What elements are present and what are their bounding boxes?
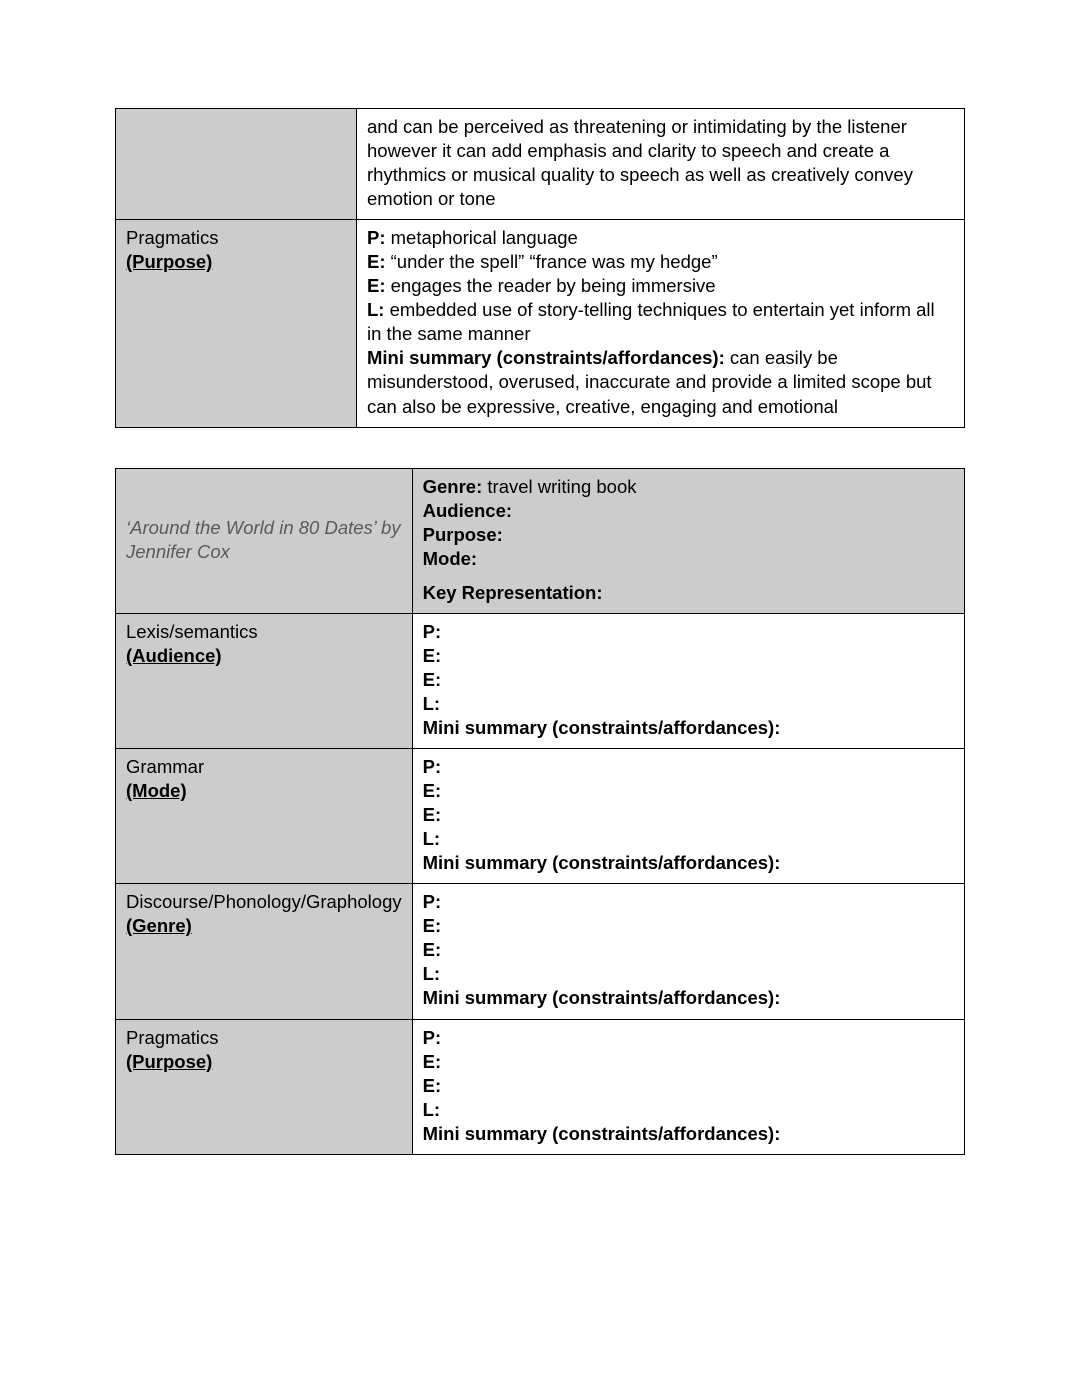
row-label-pragmatics: Pragmatics (Purpose) bbox=[116, 220, 357, 427]
table-row: Pragmatics (Purpose) P: E: E: L: Mini su… bbox=[116, 1019, 965, 1154]
mini-summary: Mini summary (constraints/affordances): … bbox=[367, 346, 954, 418]
peel-l: L: bbox=[423, 692, 954, 716]
row-label-pragmatics: Pragmatics (Purpose) bbox=[116, 1019, 413, 1154]
meta-audience: Audience: bbox=[423, 499, 954, 523]
row-label-lexis: Lexis/semantics (Audience) bbox=[116, 613, 413, 748]
row-content: P: E: E: L: Mini summary (constraints/af… bbox=[412, 749, 964, 884]
peel-e1: E: “under the spell” “france was my hedg… bbox=[367, 250, 954, 274]
table-row: Pragmatics (Purpose) P: metaphorical lan… bbox=[116, 220, 965, 427]
meta-mode: Mode: bbox=[423, 547, 954, 571]
table-row: Lexis/semantics (Audience) P: E: E: L: M… bbox=[116, 613, 965, 748]
row-content: P: E: E: L: Mini summary (constraints/af… bbox=[412, 884, 964, 1019]
peel-e2: E: bbox=[423, 668, 954, 692]
mini-summary: Mini summary (constraints/affordances): bbox=[423, 851, 954, 875]
label-subtitle: (Purpose) bbox=[126, 250, 346, 274]
row-label-grammar: Grammar (Mode) bbox=[116, 749, 413, 884]
peel-e2: E: bbox=[423, 938, 954, 962]
analysis-table-1: and can be perceived as threatening or i… bbox=[115, 108, 965, 428]
peel-e1: E: bbox=[423, 1050, 954, 1074]
label-subtitle: (Purpose) bbox=[126, 1050, 402, 1074]
row-content: and can be perceived as threatening or i… bbox=[357, 109, 965, 220]
mini-summary: Mini summary (constraints/affordances): bbox=[423, 716, 954, 740]
peel-e2: E: bbox=[423, 1074, 954, 1098]
table-row: Discourse/Phonology/Graphology (Genre) P… bbox=[116, 884, 965, 1019]
peel-l: L: bbox=[423, 827, 954, 851]
mini-summary: Mini summary (constraints/affordances): bbox=[423, 986, 954, 1010]
continuation-text: and can be perceived as threatening or i… bbox=[367, 116, 913, 209]
peel-p: P: bbox=[423, 755, 954, 779]
meta-purpose: Purpose: bbox=[423, 523, 954, 547]
peel-p: P: metaphorical language bbox=[367, 226, 954, 250]
peel-e1: E: bbox=[423, 644, 954, 668]
label-subtitle: (Audience) bbox=[126, 644, 402, 668]
peel-p: P: bbox=[423, 1026, 954, 1050]
book-title: ‘Around the World in 80 Dates’ by Jennif… bbox=[126, 517, 401, 562]
label-subtitle: (Genre) bbox=[126, 914, 402, 938]
peel-e2: E: engages the reader by being immersive bbox=[367, 274, 954, 298]
row-content: P: E: E: L: Mini summary (constraints/af… bbox=[412, 1019, 964, 1154]
row-content: P: metaphorical language E: “under the s… bbox=[357, 220, 965, 427]
label-title: Lexis/semantics bbox=[126, 620, 402, 644]
header-meta-cell: Genre: travel writing book Audience: Pur… bbox=[412, 468, 964, 613]
row-label-discourse: Discourse/Phonology/Graphology (Genre) bbox=[116, 884, 413, 1019]
peel-l: L: bbox=[423, 962, 954, 986]
spacer bbox=[423, 571, 954, 581]
table-row: and can be perceived as threatening or i… bbox=[116, 109, 965, 220]
peel-p: P: bbox=[423, 890, 954, 914]
analysis-table-2: ‘Around the World in 80 Dates’ by Jennif… bbox=[115, 468, 965, 1155]
row-content: P: E: E: L: Mini summary (constraints/af… bbox=[412, 613, 964, 748]
table-header-row: ‘Around the World in 80 Dates’ by Jennif… bbox=[116, 468, 965, 613]
mini-summary: Mini summary (constraints/affordances): bbox=[423, 1122, 954, 1146]
meta-genre: Genre: travel writing book bbox=[423, 475, 954, 499]
book-title-cell: ‘Around the World in 80 Dates’ by Jennif… bbox=[116, 468, 413, 613]
peel-e2: E: bbox=[423, 803, 954, 827]
peel-l: L: embedded use of story-telling techniq… bbox=[367, 298, 954, 346]
table-row: Grammar (Mode) P: E: E: L: Mini summary … bbox=[116, 749, 965, 884]
peel-e1: E: bbox=[423, 779, 954, 803]
peel-e1: E: bbox=[423, 914, 954, 938]
row-label-empty bbox=[116, 109, 357, 220]
label-title: Pragmatics bbox=[126, 226, 346, 250]
label-subtitle: (Mode) bbox=[126, 779, 402, 803]
peel-l: L: bbox=[423, 1098, 954, 1122]
label-title: Discourse/Phonology/Graphology bbox=[126, 890, 402, 914]
label-title: Pragmatics bbox=[126, 1026, 402, 1050]
meta-keyrep: Key Representation: bbox=[423, 581, 954, 605]
label-title: Grammar bbox=[126, 755, 402, 779]
peel-p: P: bbox=[423, 620, 954, 644]
